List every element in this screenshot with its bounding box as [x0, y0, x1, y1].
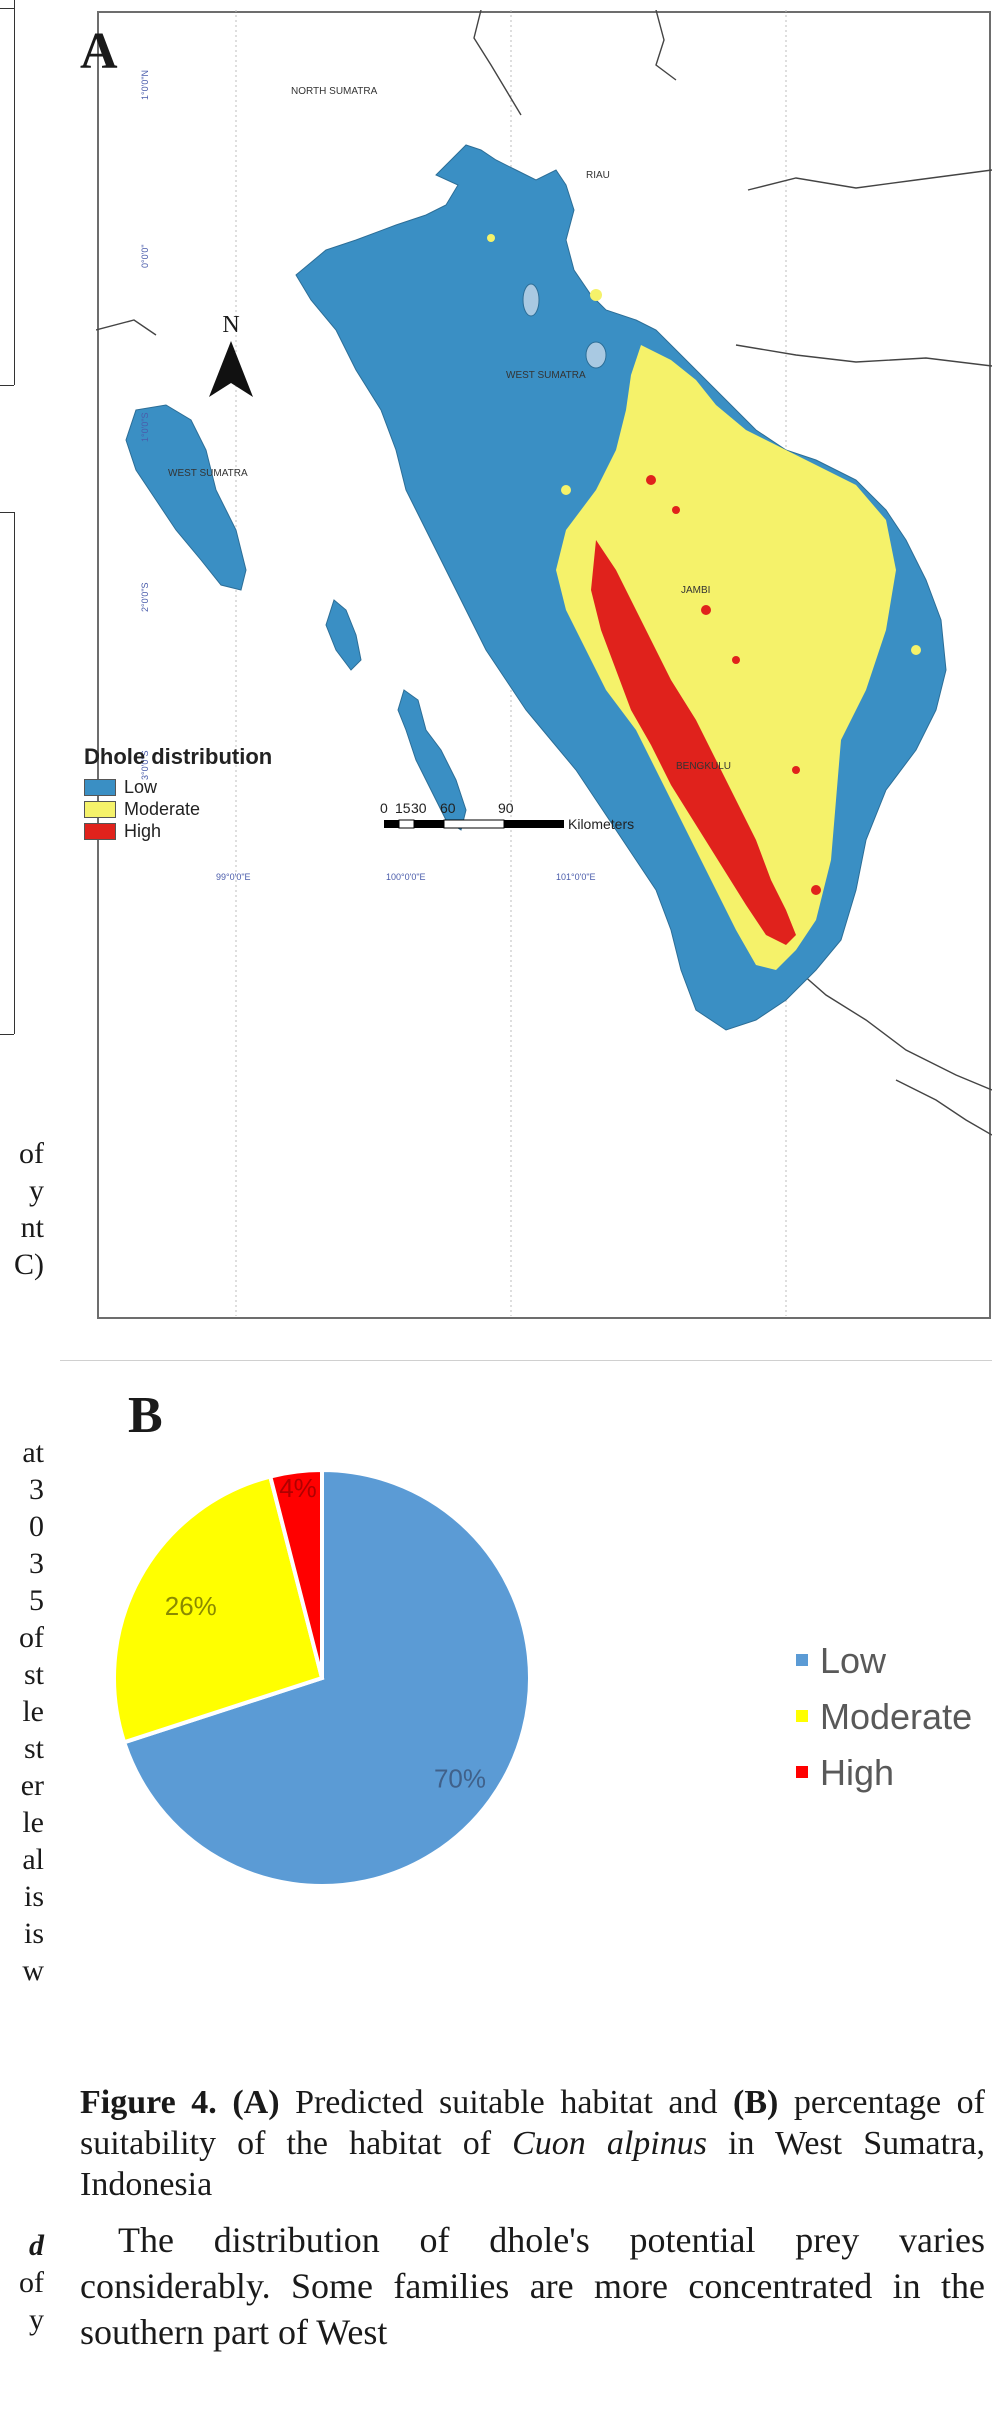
region-label-west-sumatra-island: WEST SUMATRA — [168, 468, 248, 479]
left-fragment-text: 5 — [29, 1584, 44, 1617]
lat-label: 1°0'0"N — [140, 70, 150, 100]
left-fragment-text: C) — [14, 1248, 44, 1281]
left-frame-line — [0, 8, 14, 9]
region-label-riau: RIAU — [586, 170, 610, 181]
lat-label: 3°0'0"S — [140, 750, 150, 780]
left-fragment-text: of — [19, 2266, 44, 2299]
scale-tick: 90 — [498, 800, 514, 816]
body-paragraph: The distribution of dhole's potential pr… — [80, 2217, 985, 2355]
pie-svg: 70% 26% 4% — [112, 1467, 532, 1888]
left-column-fragment: at 3 0 3 5 of st le st er le al is is w — [0, 1434, 44, 1989]
left-frame-vline — [14, 512, 15, 1034]
left-frame-line — [0, 1034, 14, 1035]
north-arrow-icon — [209, 341, 253, 397]
panel-divider — [60, 1360, 992, 1361]
pie-slice-low — [121, 1467, 532, 1888]
caption-label: Figure 4. — [80, 2084, 217, 2121]
pie-legend-label: Low — [820, 1640, 887, 1681]
pie-legend-swatch — [796, 1654, 808, 1667]
scale-bar: 0 15 30 60 90 Kilometers — [380, 800, 714, 840]
left-fragment-text: le — [22, 1695, 44, 1728]
lat-label: 1°0'0"S — [140, 412, 150, 442]
left-fragment-text: er — [20, 1769, 44, 1802]
body-paragraph-text: The distribution of dhole's potential pr… — [80, 2220, 985, 2352]
caption-text-end: in West Sumatra, Indonesia — [80, 2125, 985, 2203]
north-arrow-label: N — [222, 312, 240, 338]
map-legend-swatch — [84, 822, 116, 840]
left-fragment-text: 3 — [29, 1473, 44, 1506]
left-fragment-text: st — [23, 1732, 44, 1765]
left-column-fragment: of y nt C) — [0, 1135, 44, 1283]
lat-label: 2°0'0"S — [140, 582, 150, 612]
map-legend-item: Moderate — [84, 798, 272, 820]
north-arrow: N — [203, 312, 259, 402]
left-fragment-text: 3 — [29, 1547, 44, 1580]
caption-text-a: Predicted suitable habitat and — [279, 2084, 734, 2121]
left-fragment-text: is — [23, 1917, 44, 1950]
map-legend-label: High — [124, 820, 162, 841]
scale-unit: Kilometers — [568, 816, 635, 832]
left-frame-line — [0, 512, 14, 513]
left-fragment-text: y — [29, 1174, 44, 1207]
scale-tick: 15 — [395, 800, 411, 816]
left-fragment-text: 0 — [29, 1510, 44, 1543]
caption-species: Cuon alpinus — [512, 2125, 707, 2162]
figure-caption: Figure 4. (A) Predicted suitable habitat… — [80, 2082, 985, 2205]
caption-part-a: (A) — [232, 2084, 280, 2121]
pie-legend-label: Moderate — [820, 1696, 973, 1737]
map-legend-item: High — [84, 820, 272, 842]
panel-label-a: A — [80, 23, 118, 80]
left-frame-vline — [14, 0, 15, 385]
panel-label-b: B — [128, 1387, 163, 1444]
left-fragment-text: of — [19, 1137, 44, 1170]
caption-part-b: (B) — [733, 2084, 779, 2121]
pie-slice-high — [267, 1467, 324, 1679]
pie-slice-moderate — [112, 1474, 325, 1745]
pie-legend-item: Low — [796, 1640, 886, 1682]
scale-tick: 30 — [411, 800, 427, 816]
left-fragment-text: is — [23, 1880, 44, 1913]
lon-label: 101°0'0"E — [556, 872, 596, 882]
left-fragment-text: y — [29, 2303, 44, 2336]
map-legend-label: Moderate — [124, 798, 201, 819]
left-fragment-text: of — [19, 1621, 44, 1654]
pie-legend-label: High — [820, 1752, 895, 1793]
pie-legend-swatch — [796, 1766, 808, 1779]
left-fragment-text: at — [22, 1436, 44, 1469]
lon-label: 99°0'0"E — [216, 872, 251, 882]
map-legend-item: Low — [84, 776, 272, 798]
left-fragment-text: w — [22, 1954, 44, 1987]
pie-data-label: 4% — [279, 1473, 317, 1503]
left-fragment-text: d — [29, 2229, 44, 2262]
pie-legend-swatch — [796, 1710, 808, 1723]
map-legend-swatch — [84, 800, 116, 818]
left-fragment-text: le — [22, 1806, 44, 1839]
region-label-bengkulu: BENGKULU — [676, 761, 731, 772]
region-label-jambi: JAMBI — [681, 585, 710, 596]
scale-tick: 60 — [440, 800, 456, 816]
pie-data-label: 70% — [434, 1763, 486, 1793]
pie-data-label: 26% — [165, 1591, 217, 1621]
left-frame-line — [0, 385, 14, 386]
left-fragment-text: nt — [20, 1211, 44, 1244]
pie-legend-item: High — [796, 1752, 894, 1794]
lat-label: 0°0'0" — [140, 244, 150, 268]
lon-label: 100°0'0"E — [386, 872, 426, 882]
map-legend-swatch — [84, 778, 116, 796]
map-legend: Dhole distribution Low Moderate High — [84, 744, 272, 842]
left-fragment-text: al — [22, 1843, 44, 1876]
pie-legend-item: Moderate — [796, 1696, 972, 1738]
scale-tick: 0 — [380, 800, 388, 816]
left-column-fragment: d of y — [0, 2227, 44, 2338]
caption-text-b: percentage of suitability of the habitat… — [80, 2084, 986, 2162]
map-legend-label: Low — [124, 776, 158, 797]
suitability-pie-chart: B 70% 26% 4% Low Moderate High — [60, 1368, 992, 2080]
left-fragment-text: st — [23, 1658, 44, 1691]
region-label-west-sumatra: WEST SUMATRA — [506, 370, 586, 381]
habitat-map: NORTH SUMATRA RIAU WEST SUMATRA WEST SUM… — [80, 10, 992, 1320]
region-label-north-sumatra: NORTH SUMATRA — [291, 86, 378, 97]
map-legend-title: Dhole distribution — [84, 744, 273, 769]
